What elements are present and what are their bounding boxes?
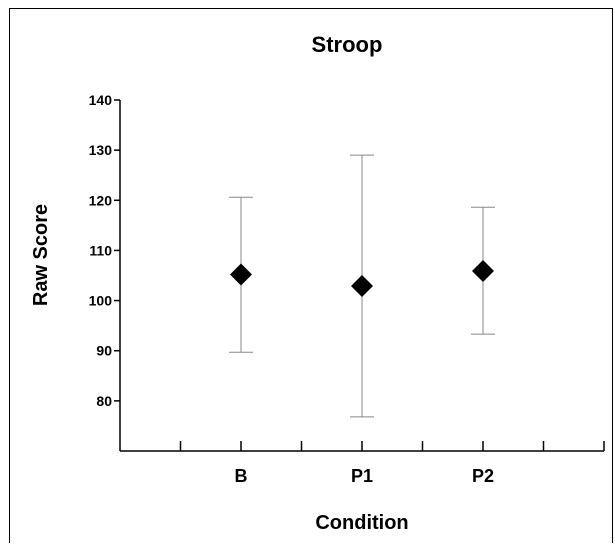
y-tick-label: 90 [96, 343, 112, 359]
chart-frame [9, 8, 613, 543]
x-tick-label-p1: P1 [351, 466, 373, 486]
y-tick-label: 130 [89, 142, 113, 158]
y-axis-label: Raw Score [30, 204, 52, 306]
data-point-b [230, 263, 252, 286]
x-tick-label-p2: P2 [472, 466, 494, 486]
data-point-p1 [351, 275, 373, 298]
y-tick-label: 120 [89, 192, 113, 208]
y-tick-label: 100 [89, 293, 113, 309]
x-axis-label: Condition [315, 512, 408, 534]
data-point-p2 [472, 259, 494, 282]
chart-title: Stroop [312, 32, 383, 57]
y-tick-label: 110 [89, 242, 112, 258]
y-tick-label: 140 [89, 92, 113, 108]
y-tick-label: 80 [96, 393, 112, 409]
x-tick-label-b: B [235, 466, 248, 486]
